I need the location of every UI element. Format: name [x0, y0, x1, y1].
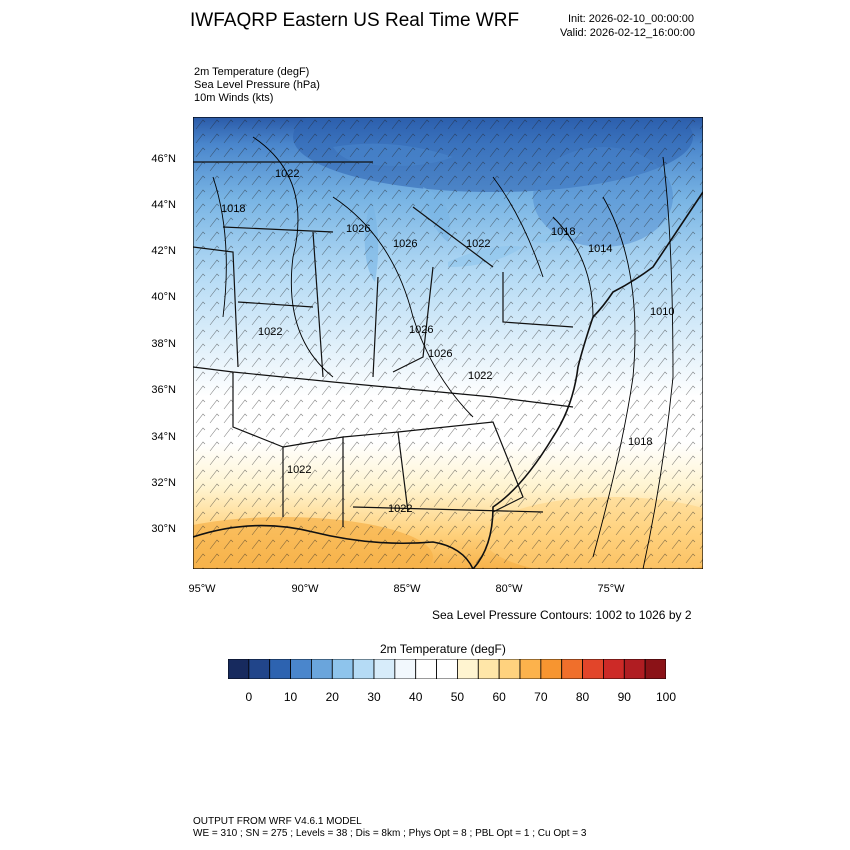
- lon-label: 75°W: [597, 583, 625, 595]
- field-label-temperature: 2m Temperature (degF): [194, 66, 310, 78]
- weather-map: 1022 1018 1026 1026 1022 1018 1014 1010 …: [193, 117, 703, 569]
- colorbar-tick-label: 60: [492, 690, 506, 704]
- lon-label: 85°W: [393, 583, 421, 595]
- wind-barbs: [193, 117, 703, 569]
- lat-label: 38°N: [151, 338, 176, 350]
- lat-label: 32°N: [151, 477, 176, 489]
- colorbar-tick-label: 90: [617, 690, 631, 704]
- pressure-label: 1018: [551, 226, 575, 238]
- colorbar-tick-label: 10: [283, 690, 298, 704]
- gulf-coastline: [193, 524, 474, 569]
- colorbar-tick-label: 80: [575, 690, 590, 704]
- pressure-label: 1022: [275, 168, 299, 180]
- lat-label: 42°N: [151, 245, 176, 257]
- lat-label: 30°N: [151, 523, 176, 535]
- lat-label: 44°N: [151, 199, 176, 211]
- pressure-label: 1026: [409, 324, 433, 336]
- pressure-label: 1018: [628, 436, 652, 448]
- plot-title: IWFAQRP Eastern US Real Time WRF: [190, 10, 520, 31]
- colorbar-swatch: [228, 659, 250, 679]
- colorbar-swatch: [540, 659, 563, 679]
- colorbar-swatch: [373, 659, 396, 679]
- pressure-label: 1022: [287, 464, 311, 476]
- colorbar-tick-label: 0: [245, 690, 253, 704]
- state-borders: [193, 161, 574, 527]
- colorbar-swatch: [269, 659, 291, 679]
- valid-time: Valid: 2026-02-12_16:00:00: [560, 27, 695, 39]
- colorbar-swatch: [457, 659, 479, 679]
- colorbar-swatch: [352, 659, 375, 679]
- lon-label: 95°W: [188, 583, 216, 595]
- colorbar-tick-label: 30: [367, 690, 381, 704]
- pressure-label: 1022: [388, 503, 412, 515]
- pressure-label: 1026: [346, 223, 370, 235]
- colorbar-swatch: [248, 659, 271, 679]
- lat-label: 34°N: [151, 431, 176, 443]
- colorbar-swatch: [290, 659, 312, 679]
- colorbar-swatch: [415, 659, 437, 679]
- pressure-label: 1026: [428, 348, 452, 360]
- colorbar-swatch: [561, 659, 583, 679]
- colorbar-swatch: [394, 659, 417, 679]
- colorbar-swatch: [519, 659, 542, 679]
- pressure-label: 1022: [466, 238, 490, 250]
- colorbar-swatch: [498, 659, 521, 679]
- pressure-label: 1022: [468, 370, 492, 382]
- colorbar-swatch: [477, 659, 500, 679]
- footer-model: OUTPUT FROM WRF V4.6.1 MODEL: [193, 816, 362, 827]
- colorbar-tick-label: 70: [534, 690, 548, 704]
- colorbar-swatch: [623, 659, 646, 679]
- pressure-label: 1014: [588, 243, 612, 255]
- pressure-label: 1010: [650, 306, 674, 318]
- colorbar-tick-label: 50: [450, 690, 465, 704]
- colorbar-tick-label: 40: [409, 690, 423, 704]
- pressure-label: 1018: [221, 203, 245, 215]
- field-label-pressure: Sea Level Pressure (hPa): [194, 79, 320, 91]
- colorbar-tick-label: 20: [325, 690, 339, 704]
- lon-label: 90°W: [291, 583, 319, 595]
- field-label-winds: 10m Winds (kts): [194, 92, 274, 104]
- colorbar-title: 2m Temperature (degF): [380, 642, 506, 656]
- colorbar-swatch: [603, 659, 625, 679]
- lon-label: 80°W: [495, 583, 523, 595]
- colorbar-swatch: [644, 659, 666, 679]
- pressure-contours: [212, 136, 674, 569]
- colorbar-swatch: [331, 659, 354, 679]
- pressure-label: 1026: [393, 238, 417, 250]
- lat-label: 36°N: [151, 384, 176, 396]
- colorbar-swatch: [436, 659, 458, 679]
- lat-label: 40°N: [151, 291, 176, 303]
- temperature-colorbar: [228, 659, 666, 679]
- footer-options: WE = 310 ; SN = 275 ; Levels = 38 ; Dis …: [193, 828, 587, 839]
- lat-label: 46°N: [151, 153, 176, 165]
- colorbar-swatch: [582, 659, 604, 679]
- colorbar-swatch: [311, 659, 333, 679]
- pressure-labels: 1022 1018 1026 1026 1022 1018 1014 1010 …: [221, 168, 674, 515]
- colorbar-tick-label: 100: [655, 690, 677, 704]
- pressure-label: 1022: [258, 326, 282, 338]
- contours-note: Sea Level Pressure Contours: 1002 to 102…: [432, 608, 692, 622]
- init-time: Init: 2026-02-10_00:00:00: [568, 13, 694, 25]
- atlantic-coastline: [472, 191, 703, 569]
